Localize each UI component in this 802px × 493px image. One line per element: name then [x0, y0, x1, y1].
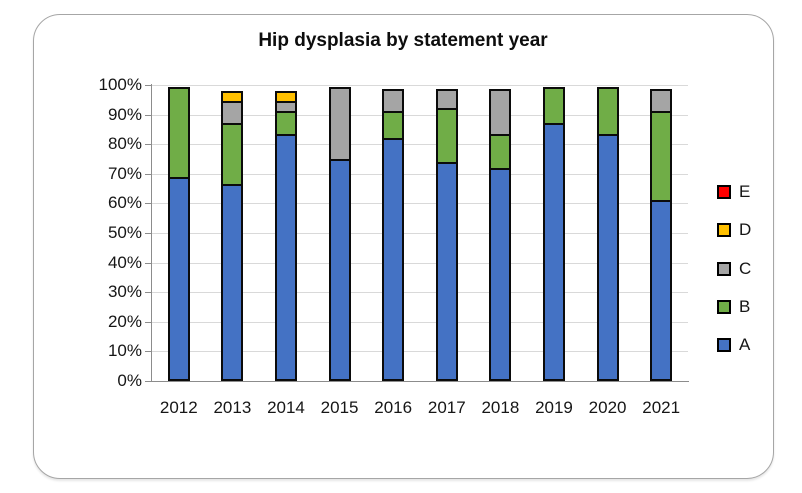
chart-title: Hip dysplasia by statement year	[258, 30, 548, 51]
bar-2020-segment-B	[596, 87, 619, 136]
gridline	[152, 114, 688, 116]
y-axis-tick	[145, 262, 151, 264]
legend-item-C: C	[717, 250, 751, 288]
bar-2015-segment-C	[328, 87, 351, 161]
plot-area: 0% 10% 20% 30% 40% 50% 60% 70% 80% 90% 100% 2012 201…	[99, 75, 689, 417]
x-tick-label-2019: 2019	[535, 398, 573, 417]
legend-item-A: A	[717, 326, 751, 364]
legend-label-C: C	[739, 258, 752, 278]
y-axis-tick	[145, 321, 151, 323]
y-axis-tick	[145, 381, 151, 382]
x-tick-label-2015: 2015	[320, 398, 359, 417]
gridline	[152, 351, 688, 353]
bar-2016-segment-A	[382, 138, 405, 381]
bar-2020	[596, 87, 619, 381]
legend-label-B: B	[739, 297, 751, 317]
bar-2020-segment-A	[596, 133, 619, 381]
x-tick-label-2020: 2020	[588, 398, 627, 417]
bar-2018	[489, 89, 512, 381]
y-axis-tick	[145, 203, 151, 205]
y-axis-tick	[145, 351, 151, 353]
x-tick-label-2017: 2017	[427, 398, 466, 417]
bar-2016-segment-B	[382, 110, 405, 141]
y-axis-tick	[145, 292, 151, 294]
y-tick-label: 90%	[107, 104, 142, 124]
y-tick-label: 20%	[107, 311, 142, 331]
y-tick-label: 80%	[107, 134, 142, 154]
y-tick-label: 60%	[107, 193, 142, 213]
bar-2019-segment-B	[543, 87, 565, 126]
legend-swatch-E	[717, 185, 731, 200]
x-tick-label-2018: 2018	[481, 398, 520, 417]
y-tick-label: 50%	[107, 223, 142, 242]
gridline	[152, 321, 688, 323]
bar-2021-segment-C	[650, 89, 673, 113]
bar-2015-segment-A	[328, 159, 351, 381]
gridline	[152, 203, 688, 205]
y-axis-tick	[145, 233, 151, 234]
gridline	[152, 85, 688, 86]
bar-2013-segment-B	[221, 122, 244, 187]
bar-2018-segment-C	[489, 89, 512, 137]
gridline	[152, 262, 688, 264]
legend-label-A: A	[739, 335, 751, 355]
bar-2017-segment-C	[435, 89, 458, 110]
gridline	[152, 144, 688, 146]
y-axis-tick	[145, 114, 151, 116]
bar-2016-segment-C	[382, 89, 405, 113]
legend-item-D: D	[717, 211, 751, 249]
bar-2012-segment-B	[167, 87, 190, 179]
bar-2018-segment-B	[489, 134, 512, 170]
bar-2018-segment-A	[489, 167, 512, 381]
y-axis-tick	[145, 144, 151, 146]
bar-2021	[650, 89, 673, 381]
legend-swatch-B	[717, 300, 731, 315]
bar-2021-segment-A	[650, 200, 673, 381]
bar-2013-segment-A	[221, 184, 244, 381]
bar-2013	[221, 91, 244, 381]
legend-swatch-A	[717, 338, 731, 353]
y-tick-label: 30%	[107, 282, 142, 302]
x-tick-label-2016: 2016	[374, 398, 413, 417]
legend-item-E: E	[717, 173, 751, 211]
legend-label-D: D	[739, 220, 752, 240]
bar-2013-segment-C	[221, 100, 244, 125]
bar-2016	[382, 89, 405, 381]
y-tick-label: 10%	[107, 341, 142, 361]
bar-2019	[543, 87, 565, 381]
legend-label-E: E	[739, 182, 751, 202]
bar-2021-segment-B	[650, 110, 673, 203]
bar-2014-segment-B	[275, 110, 297, 136]
x-tick-label-2012: 2012	[159, 398, 198, 417]
bar-2017	[435, 89, 458, 381]
y-tick-label: 0%	[117, 371, 142, 390]
gridline	[152, 173, 688, 175]
bar-2015	[328, 87, 351, 381]
x-tick-label-2014: 2014	[267, 398, 305, 417]
legend-swatch-C	[717, 261, 731, 276]
legend-item-B: B	[717, 288, 751, 326]
y-axis-tick	[145, 85, 151, 86]
y-tick-label: 70%	[107, 163, 142, 183]
x-tick-label-2021: 2021	[642, 398, 681, 417]
x-axis-line	[151, 381, 689, 382]
x-tick-label-2013: 2013	[213, 398, 252, 417]
bar-2012	[167, 87, 190, 381]
y-tick-label: 40%	[107, 252, 142, 272]
y-axis-line	[151, 84, 152, 382]
bar-2019-segment-A	[543, 123, 565, 381]
y-tick-label: 100%	[98, 75, 142, 94]
bar-2012-segment-A	[167, 176, 190, 381]
y-axis-tick	[145, 173, 151, 175]
legend-swatch-D	[717, 223, 731, 238]
gridline	[152, 233, 688, 234]
gridline	[152, 292, 688, 294]
bar-2014-segment-A	[275, 133, 297, 381]
bar-2017-segment-B	[435, 107, 458, 164]
bar-2014	[275, 91, 297, 381]
bar-2017-segment-A	[435, 161, 458, 381]
